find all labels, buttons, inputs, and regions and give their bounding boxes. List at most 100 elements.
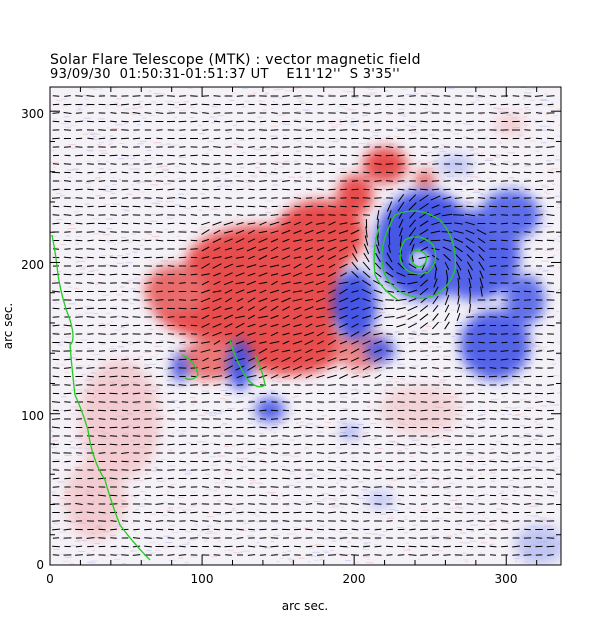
- noise-speck: [177, 557, 184, 559]
- vector-dash: [373, 314, 383, 320]
- noise-speck: [121, 208, 128, 210]
- vector-dash: [546, 469, 555, 471]
- vector-dash: [271, 357, 278, 362]
- noise-speck: [420, 516, 423, 518]
- vector-dash: [339, 374, 348, 379]
- noise-speck: [299, 421, 305, 423]
- noise-speck: [531, 345, 540, 347]
- vector-dash: [213, 349, 221, 353]
- noise-speck: [341, 164, 346, 166]
- noise-speck: [530, 276, 537, 278]
- noise-speck: [160, 144, 167, 146]
- noise-speck: [373, 147, 381, 149]
- noise-speck: [556, 249, 559, 251]
- vector-dash: [190, 511, 198, 514]
- noise-speck: [355, 439, 360, 441]
- noise-speck: [405, 94, 414, 96]
- noise-speck: [519, 399, 526, 401]
- vector-dash: [190, 120, 198, 123]
- vector-dash: [546, 120, 555, 123]
- noise-speck: [130, 495, 134, 497]
- noise-speck: [294, 476, 299, 478]
- vector-dash: [432, 304, 439, 313]
- vector-dash: [110, 333, 117, 335]
- noise-speck: [136, 341, 142, 342]
- vector-dash: [63, 392, 72, 395]
- vector-dash: [75, 154, 83, 157]
- noise-speck: [314, 531, 321, 533]
- noise-speck: [176, 429, 180, 431]
- vector-dash: [156, 282, 163, 284]
- noise-speck: [166, 201, 174, 202]
- vector-dash: [339, 435, 348, 437]
- noise-speck: [210, 171, 216, 173]
- noise-speck: [356, 497, 365, 499]
- vector-dash: [350, 297, 360, 303]
- noise-speck: [559, 192, 561, 194]
- noise-speck: [489, 523, 496, 525]
- noise-speck: [168, 328, 175, 330]
- noise-speck: [521, 416, 528, 418]
- noise-speck: [108, 169, 112, 170]
- vector-dash: [223, 263, 234, 269]
- noise-speck: [105, 190, 113, 192]
- noise-speck: [248, 400, 254, 401]
- noise-speck: [245, 422, 253, 424]
- vector-dash: [339, 340, 348, 345]
- vector-dash: [489, 163, 497, 165]
- noise-speck: [352, 142, 356, 144]
- vector-dash: [489, 265, 497, 267]
- noise-speck: [558, 319, 561, 321]
- noise-speck: [347, 411, 354, 413]
- noise-speck: [296, 140, 302, 142]
- noise-speck: [519, 381, 524, 383]
- vector-dash: [374, 112, 382, 114]
- noise-speck: [435, 346, 442, 348]
- noise-speck: [117, 255, 123, 257]
- vector-dash: [534, 180, 544, 182]
- noise-speck: [367, 392, 371, 394]
- noise-speck: [154, 461, 162, 463]
- noise-speck: [231, 445, 236, 447]
- noise-speck: [402, 98, 405, 100]
- noise-speck: [213, 490, 218, 492]
- vector-dash: [375, 253, 381, 262]
- noise-speck: [536, 276, 542, 278]
- noise-speck: [341, 408, 349, 410]
- vector-dash: [443, 253, 451, 262]
- noise-speck: [367, 251, 372, 253]
- vector-dash: [456, 304, 461, 313]
- vector-dash: [454, 180, 463, 182]
- vector-dash: [155, 486, 164, 488]
- noise-speck: [233, 552, 240, 554]
- noise-speck: [460, 444, 463, 446]
- vector-dash: [363, 252, 370, 263]
- vector-dash: [328, 511, 336, 514]
- weak-positive-regions: [65, 115, 525, 540]
- noise-speck: [364, 533, 372, 534]
- vector-dash: [247, 222, 256, 225]
- vector-dash: [259, 511, 267, 514]
- vector-dash: [523, 494, 532, 497]
- vector-dash: [292, 272, 303, 277]
- vector-dash: [235, 281, 245, 285]
- noise-speck: [405, 344, 409, 346]
- vector-dash: [156, 409, 163, 412]
- vector-dash: [409, 171, 416, 174]
- vector-dash: [434, 269, 437, 280]
- vector-dash: [454, 469, 463, 471]
- noise-speck: [500, 183, 508, 185]
- noise-speck: [198, 503, 204, 505]
- noise-speck: [524, 377, 527, 378]
- vector-dash: [52, 324, 60, 327]
- noise-speck: [550, 140, 556, 142]
- negative-polarity-regions: [172, 190, 545, 422]
- vector-dash: [144, 282, 152, 284]
- noise-speck: [441, 178, 445, 180]
- noise-speck: [454, 394, 461, 396]
- vector-dash: [408, 227, 417, 237]
- vector-dash: [224, 332, 233, 336]
- vector-dash: [121, 163, 129, 165]
- vector-dash: [63, 333, 72, 335]
- noise-speck: [467, 310, 474, 312]
